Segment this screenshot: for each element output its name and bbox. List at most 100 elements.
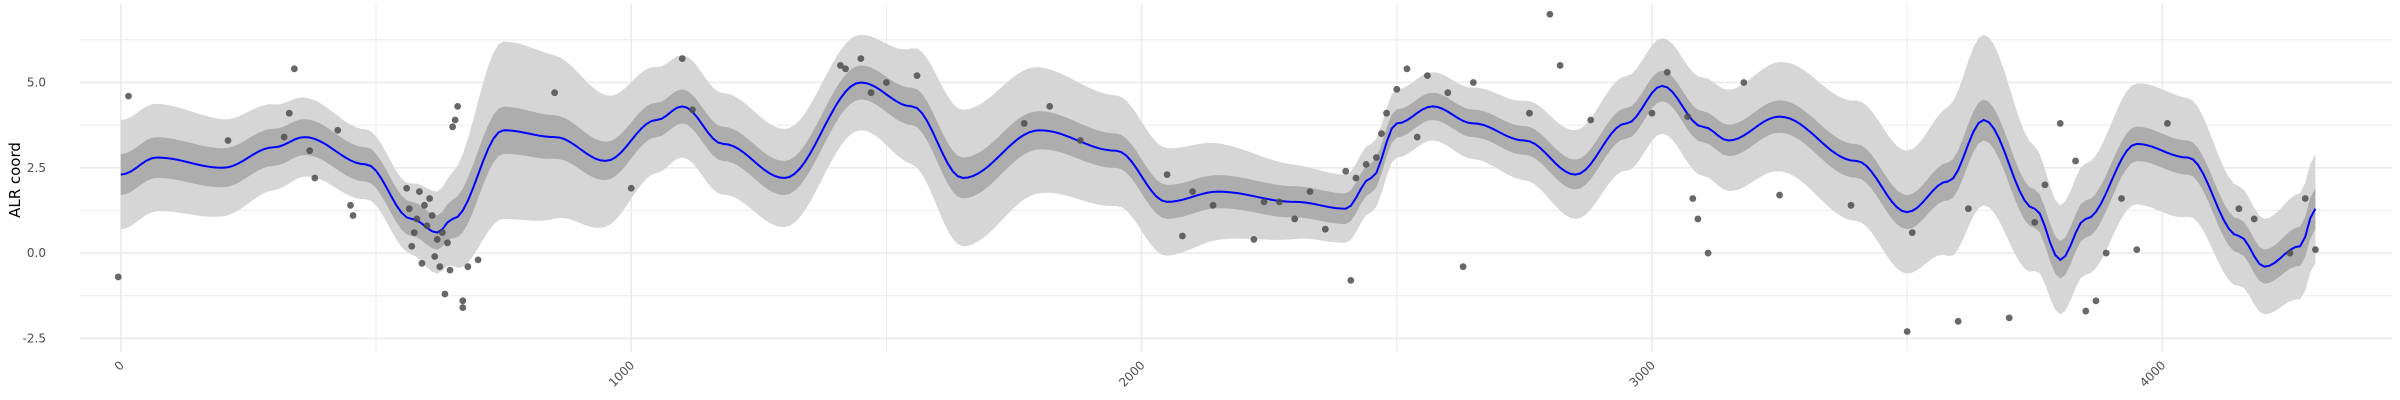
observation-point	[311, 174, 319, 182]
x-tick-label: 0	[112, 358, 127, 373]
y-tick-label: -2.5	[23, 331, 46, 345]
observation-point	[1352, 174, 1360, 182]
observation-point	[867, 89, 875, 97]
observation-point	[1383, 109, 1390, 117]
observation-point	[1847, 201, 1855, 209]
observation-point	[1260, 198, 1268, 206]
observation-point	[2056, 120, 2064, 127]
observation-point	[349, 212, 357, 219]
observation-point	[1321, 225, 1329, 233]
observation-point	[451, 116, 459, 124]
observation-point	[1342, 167, 1350, 175]
x-tick-label: 1000	[606, 358, 637, 389]
mean-trend-line	[120, 81, 2317, 268]
observation-point	[454, 102, 462, 110]
observation-point	[2250, 215, 2258, 223]
observation-point	[2286, 249, 2294, 257]
observation-point	[1556, 62, 1564, 69]
observation-point	[464, 263, 472, 271]
y-axis-title: ALR coord	[6, 142, 24, 218]
observation-point	[421, 201, 428, 209]
observation-point	[334, 126, 342, 134]
observation-point	[1291, 215, 1299, 223]
observation-point	[1372, 154, 1380, 161]
y-axis-tick-labels: -2.5 0.0 2.5 5.0	[23, 75, 46, 345]
observation-point	[857, 55, 865, 62]
observation-point	[1403, 65, 1411, 73]
observation-point	[1413, 133, 1421, 141]
observation-point	[1684, 113, 1692, 120]
observation-point	[433, 236, 441, 243]
observation-point	[1776, 191, 1783, 199]
observation-point	[1020, 120, 1028, 127]
observation-point	[408, 242, 416, 250]
observation-point	[2005, 314, 2013, 322]
observation-point	[1903, 328, 1911, 335]
observation-point	[290, 65, 298, 73]
observation-point	[125, 92, 132, 100]
observation-point	[913, 72, 921, 80]
observation-point	[446, 266, 454, 274]
observation-point	[426, 195, 434, 202]
observation-point	[1179, 232, 1186, 240]
observation-point	[1347, 276, 1355, 284]
observation-point	[224, 137, 232, 144]
observation-point	[431, 253, 439, 260]
observation-point	[1648, 109, 1656, 117]
observation-point	[1459, 263, 1467, 271]
observation-point	[1378, 130, 1385, 138]
observation-point	[1306, 188, 1314, 196]
observation-point	[1954, 317, 1962, 325]
observation-point	[1250, 236, 1258, 243]
observation-point	[474, 256, 482, 264]
observation-point	[1393, 85, 1401, 93]
observation-point	[627, 184, 635, 192]
observation-point	[114, 273, 122, 281]
observation-point	[306, 147, 314, 155]
observation-point	[1423, 72, 1431, 80]
observation-point	[2312, 246, 2319, 254]
observation-point	[1209, 201, 1217, 209]
observation-point	[418, 259, 426, 267]
observation-point	[1526, 109, 1533, 117]
observation-point	[1740, 79, 1748, 86]
observation-point	[842, 65, 849, 73]
observation-point	[2133, 246, 2141, 254]
observation-point	[405, 205, 413, 213]
observation-point	[2031, 218, 2039, 226]
observation-point	[1275, 198, 1283, 206]
observation-point	[1469, 79, 1477, 86]
observation-point	[2082, 307, 2090, 315]
observation-point	[347, 201, 354, 209]
observation-point	[410, 229, 418, 236]
x-tick-label: 4000	[2137, 358, 2168, 389]
observation-point	[1587, 116, 1595, 124]
observation-point	[459, 304, 467, 312]
observation-point	[1908, 229, 1916, 236]
observation-point	[2118, 195, 2125, 202]
observation-point	[441, 290, 449, 298]
observation-point	[415, 188, 423, 196]
x-axis-tick-labels: 0 1000 2000 3000 4000	[112, 358, 2169, 389]
observation-point	[2235, 205, 2243, 213]
observation-point	[423, 222, 431, 230]
observation-point	[1189, 188, 1197, 196]
observation-point	[1362, 160, 1370, 168]
observation-point	[280, 133, 288, 141]
y-tick-label: 0.0	[27, 246, 46, 260]
observation-point	[449, 123, 456, 131]
observation-point	[2301, 195, 2309, 202]
observation-point	[882, 79, 890, 86]
observation-point	[1046, 102, 1054, 110]
observation-point	[2092, 297, 2100, 305]
x-tick-label: 3000	[1627, 358, 1658, 389]
observation-point	[551, 89, 559, 97]
observation-point	[403, 184, 411, 192]
observation-point	[837, 62, 844, 69]
observation-point	[285, 109, 293, 117]
x-tick-label: 2000	[1116, 358, 1147, 389]
observation-point	[1689, 195, 1697, 202]
observation-point	[1694, 215, 1702, 223]
observation-point	[2102, 249, 2110, 257]
